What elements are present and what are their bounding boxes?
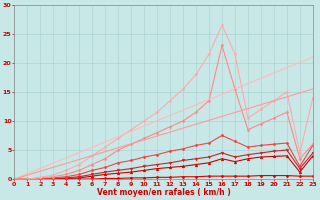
X-axis label: Vent moyen/en rafales ( km/h ): Vent moyen/en rafales ( km/h ) [97,188,230,197]
